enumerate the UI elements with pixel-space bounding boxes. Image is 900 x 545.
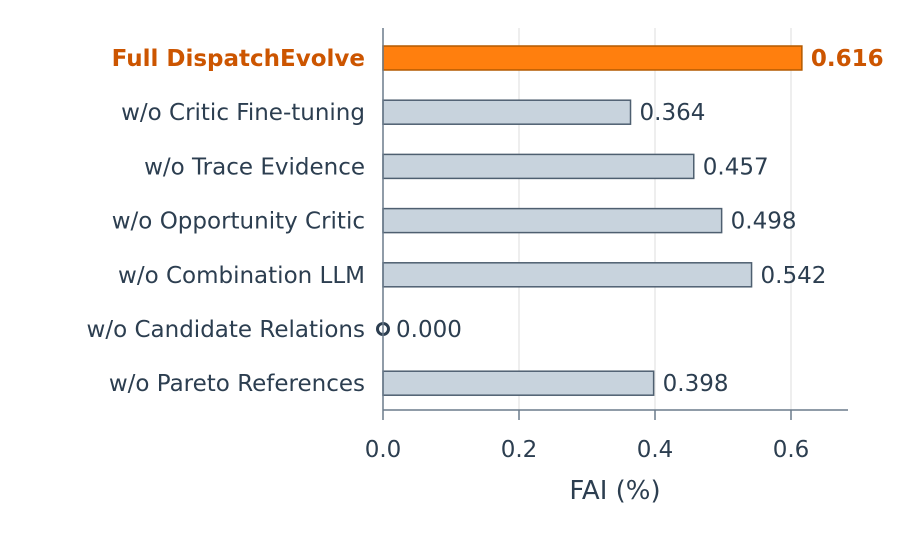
category-label-6: w/o Pareto References bbox=[109, 371, 365, 397]
bar-0 bbox=[382, 45, 803, 71]
category-label-2: w/o Trace Evidence bbox=[144, 154, 365, 180]
bar-3 bbox=[382, 207, 723, 234]
axes bbox=[382, 28, 848, 420]
x-axis-label: FAI (%) bbox=[569, 476, 660, 506]
bar-4 bbox=[382, 262, 753, 288]
bar-6 bbox=[382, 370, 655, 396]
category-label-5: w/o Candidate Relations bbox=[87, 317, 365, 343]
value-label-5: 0.000 bbox=[396, 317, 462, 343]
category-label-4: w/o Combination LLM bbox=[118, 263, 365, 289]
labels: Full DispatchEvolve 0.616 w/o Critic Fine-… bbox=[87, 46, 884, 463]
value-label-6: 0.398 bbox=[663, 371, 729, 397]
bar-1 bbox=[382, 99, 632, 125]
value-label-3: 0.498 bbox=[731, 209, 797, 235]
x-tick-label-3: 0.6 bbox=[773, 437, 810, 463]
category-label-1: w/o Critic Fine-tuning bbox=[121, 100, 365, 126]
bar-2 bbox=[382, 153, 695, 180]
value-label-2: 0.457 bbox=[703, 154, 769, 180]
bars bbox=[376, 45, 803, 396]
category-label-3: w/o Opportunity Critic bbox=[112, 209, 365, 235]
value-label-1: 0.364 bbox=[640, 100, 706, 126]
x-tick-label-1: 0.2 bbox=[501, 437, 538, 463]
value-label-4: 0.542 bbox=[761, 263, 827, 289]
x-tick-label-2: 0.4 bbox=[637, 437, 674, 463]
x-tick-label-0: 0.0 bbox=[365, 437, 402, 463]
category-label-0: Full DispatchEvolve bbox=[112, 46, 365, 72]
value-label-0: 0.616 bbox=[811, 46, 884, 72]
